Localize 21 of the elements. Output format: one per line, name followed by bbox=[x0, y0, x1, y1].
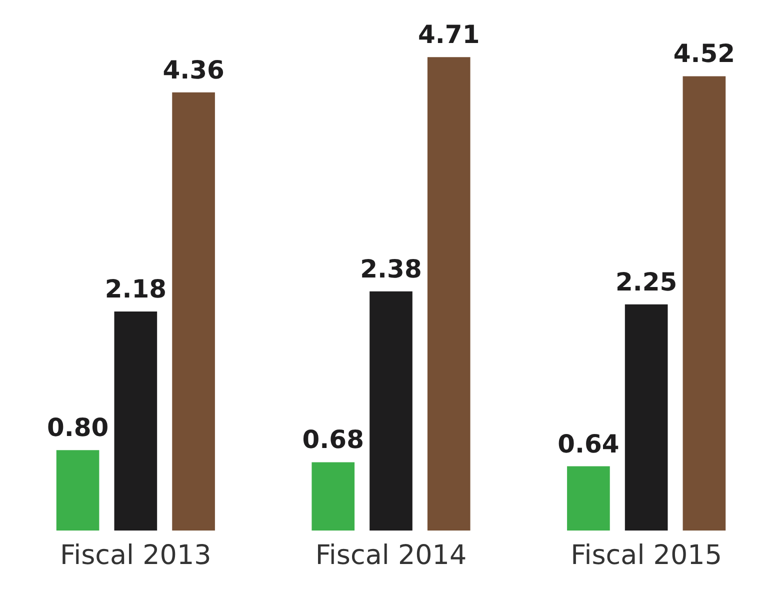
bar bbox=[114, 311, 158, 531]
x-tick-label: Fiscal 2014 bbox=[315, 540, 467, 571]
bar bbox=[567, 466, 610, 531]
bar bbox=[624, 304, 668, 531]
bar bbox=[427, 57, 470, 531]
x-tick-label: Fiscal 2013 bbox=[60, 540, 212, 571]
data-label: 0.64 bbox=[558, 429, 620, 458]
data-label: 4.52 bbox=[673, 39, 736, 68]
data-label: 2.25 bbox=[615, 267, 678, 296]
bar bbox=[172, 92, 215, 531]
data-label: 4.71 bbox=[418, 20, 480, 50]
data-label: 2.18 bbox=[104, 274, 167, 304]
data-label: 0.68 bbox=[302, 425, 364, 454]
data-label: 0.80 bbox=[46, 413, 109, 442]
bar bbox=[682, 76, 726, 531]
bar bbox=[370, 291, 412, 531]
bar bbox=[312, 462, 355, 531]
data-label: 4.36 bbox=[162, 55, 224, 84]
bar bbox=[56, 450, 100, 531]
x-tick-label: Fiscal 2015 bbox=[570, 540, 722, 571]
data-label: 2.38 bbox=[360, 254, 422, 284]
